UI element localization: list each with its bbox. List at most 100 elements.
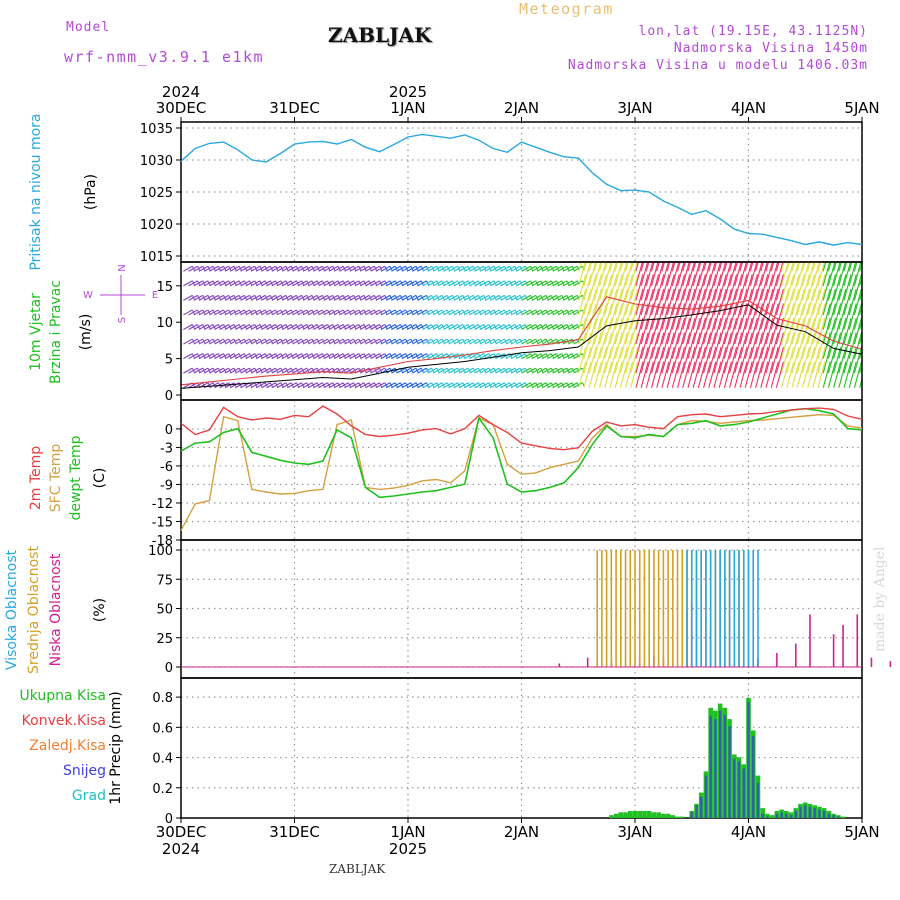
wind-barb <box>739 274 748 301</box>
wind-barb <box>619 274 628 301</box>
wind-barb <box>708 274 717 301</box>
wind-barb <box>302 294 313 301</box>
wind-barb <box>281 338 292 345</box>
wind-barb <box>547 309 557 316</box>
wind-barb <box>276 294 287 301</box>
wind-barb <box>578 317 587 345</box>
wind-barb <box>422 367 432 374</box>
precip-total-bar <box>609 815 614 818</box>
wind-barb <box>359 324 370 330</box>
wind-barb <box>427 338 438 345</box>
precip-snow-bar <box>737 761 741 818</box>
wind-barb <box>723 347 732 374</box>
wind-barb <box>359 338 370 345</box>
wind-barb <box>801 332 810 359</box>
wind-barb <box>656 274 665 301</box>
wind-barb <box>656 262 660 272</box>
wind-barb <box>365 309 375 316</box>
wind-barb <box>833 288 842 316</box>
wind-barb <box>614 262 619 272</box>
wind-barb <box>318 382 328 389</box>
wind-barb <box>464 324 474 330</box>
wind-barb <box>833 347 842 374</box>
wind-barb <box>547 280 557 287</box>
wind-barb <box>422 265 432 272</box>
precip-total-bar <box>656 812 661 818</box>
wind-barb <box>562 265 573 272</box>
wind-barb <box>344 338 354 345</box>
wind-barb <box>749 262 758 286</box>
wind-barb <box>292 309 302 316</box>
wind-barb <box>240 265 250 272</box>
wind-barb <box>791 274 800 301</box>
wind-barb <box>791 332 800 359</box>
wind-barb <box>245 367 256 374</box>
wind-barb <box>318 294 328 301</box>
wind-barb <box>791 262 799 286</box>
wind-barb <box>739 262 747 286</box>
wind-barb <box>391 382 401 389</box>
wind-barb <box>635 347 644 374</box>
wind-barb <box>703 274 712 301</box>
precip-snow-bar <box>714 719 717 818</box>
wind-barb <box>271 338 282 345</box>
wind-barb <box>500 367 510 374</box>
wind-barb <box>432 367 443 374</box>
wind-barb <box>219 353 230 360</box>
wind-barb <box>796 262 801 272</box>
wind-barb <box>422 294 432 301</box>
wind-barb <box>276 353 287 360</box>
wind-barb <box>292 353 302 360</box>
wind-barb <box>385 382 396 389</box>
wind-barb <box>749 317 758 345</box>
wind-barb <box>396 338 406 345</box>
cloud-ytick-label: 100 <box>148 544 173 559</box>
wind-barb <box>479 338 490 345</box>
wind-barb <box>640 288 649 316</box>
wind-barb <box>853 317 862 345</box>
wind-barb <box>661 332 670 359</box>
precip-total-bar <box>613 813 619 818</box>
wind-barb <box>656 347 665 374</box>
wind-barb <box>635 288 644 316</box>
wind-barb <box>744 347 753 374</box>
wind-barb <box>261 382 271 389</box>
wind-barb <box>666 288 675 316</box>
wind-barb <box>198 367 209 374</box>
wind-barb <box>250 324 261 330</box>
wind-barb <box>557 367 568 374</box>
wind-barb <box>521 367 531 374</box>
wind-barb <box>464 338 474 345</box>
wind-barb <box>359 382 370 389</box>
wind-barb <box>302 353 313 360</box>
wind-barb <box>261 294 271 301</box>
cloud-unit: (%) <box>92 598 108 622</box>
wind-barb <box>464 309 474 316</box>
wind-barb <box>573 324 583 330</box>
wind-barb <box>573 338 583 345</box>
wind-barb <box>859 289 862 301</box>
bottom-axis-label: 1JAN <box>390 823 425 841</box>
wind-barb <box>770 288 779 316</box>
wind-barb <box>651 274 660 301</box>
wind-barb <box>313 280 323 287</box>
wind-barb <box>391 294 401 301</box>
wind-barb <box>396 367 406 374</box>
wind-barb <box>734 274 743 301</box>
pressure-ytick-label: 1035 <box>140 122 173 137</box>
wind-barb <box>359 294 370 301</box>
temperature-ytick-label: -3 <box>160 441 173 456</box>
wind-barb <box>843 361 852 388</box>
wind-barb <box>734 347 743 374</box>
wind-barb <box>656 332 665 359</box>
wind-barb <box>588 361 597 388</box>
wind-barb <box>183 367 193 374</box>
wind-barb <box>495 382 505 389</box>
wind-barb <box>219 367 230 374</box>
wind-barb <box>240 353 250 360</box>
wind-barb <box>266 280 276 287</box>
wind-barb <box>193 353 204 360</box>
wind-barb <box>749 288 758 316</box>
wind-barb <box>625 303 634 330</box>
wind-barb <box>333 280 344 287</box>
